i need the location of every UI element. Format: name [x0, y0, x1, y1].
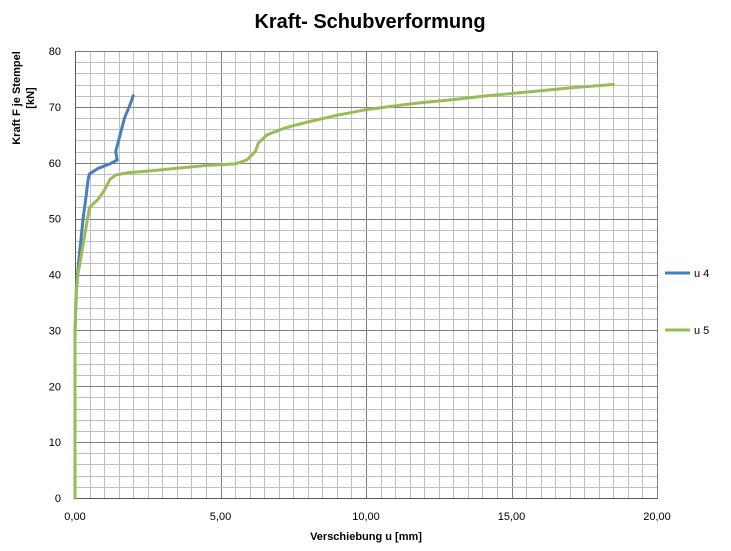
x-tick-label: 0,00 [64, 511, 85, 523]
series-lines [73, 83, 615, 500]
y-axis-label-line1: Kraft F je Stempel [11, 51, 23, 145]
y-tick-label: 60 [49, 158, 61, 170]
x-tick-label: 20,00 [643, 511, 671, 523]
y-tick-label: 80 [49, 46, 61, 58]
y-tick-label: 70 [49, 102, 61, 114]
y-axis-label-line2: [kN] [25, 87, 37, 109]
legend-label-1: u 4 [694, 268, 709, 280]
legend: u 4 u 5 [665, 268, 709, 337]
y-tick-label: 20 [49, 381, 61, 393]
y-tick-label: 30 [49, 325, 61, 337]
x-axis-label: Verschiebung u [mm] [310, 531, 422, 543]
chart-title: Kraft- Schubverformung [254, 11, 485, 33]
y-tick-label: 40 [49, 270, 61, 282]
y-tick-label: 0 [55, 493, 61, 505]
x-tick-label: 5,00 [210, 511, 231, 523]
legend-label-2: u 5 [694, 325, 709, 337]
y-tick-label: 50 [49, 214, 61, 226]
x-tick-label: 15,00 [498, 511, 526, 523]
series-line-2 [73, 83, 615, 500]
grid [75, 51, 658, 499]
x-tick-label: 10,00 [352, 511, 380, 523]
tick-labels: 0,00 5,00 10,00 15,00 20,00 0 10 20 30 40 50 60 70 80 [49, 46, 671, 523]
y-tick-label: 10 [49, 437, 61, 449]
